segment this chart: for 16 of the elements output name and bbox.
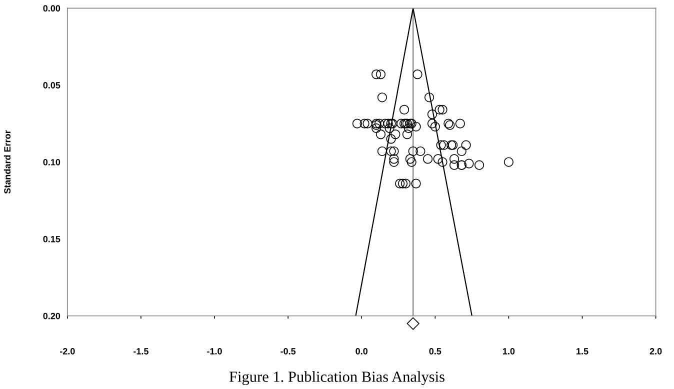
x-tick-label: 0.0 [356,348,368,354]
x-tick-label: 0.5 [429,348,442,354]
y-tick-label: 0.10 [43,158,60,166]
y-tick-label: 0.20 [43,312,60,320]
x-tick-label: 1.5 [576,348,588,354]
x-tick-label: 2.0 [650,348,662,354]
x-tick-label: -1.5 [134,348,148,354]
x-tick-label: -1.0 [207,348,222,354]
x-tick-label: 1.0 [502,348,515,354]
y-tick-label: 0.05 [43,82,60,88]
y-axis-title: Standard Error [4,130,11,194]
caption: Figure 1. Publication Bias Analysis [229,371,444,386]
x-tick-label: -0.5 [280,348,296,354]
x-tick-label: -2.0 [60,348,75,354]
y-tick-label: 0.00 [43,5,60,12]
y-tick-label: 0.15 [43,236,60,242]
